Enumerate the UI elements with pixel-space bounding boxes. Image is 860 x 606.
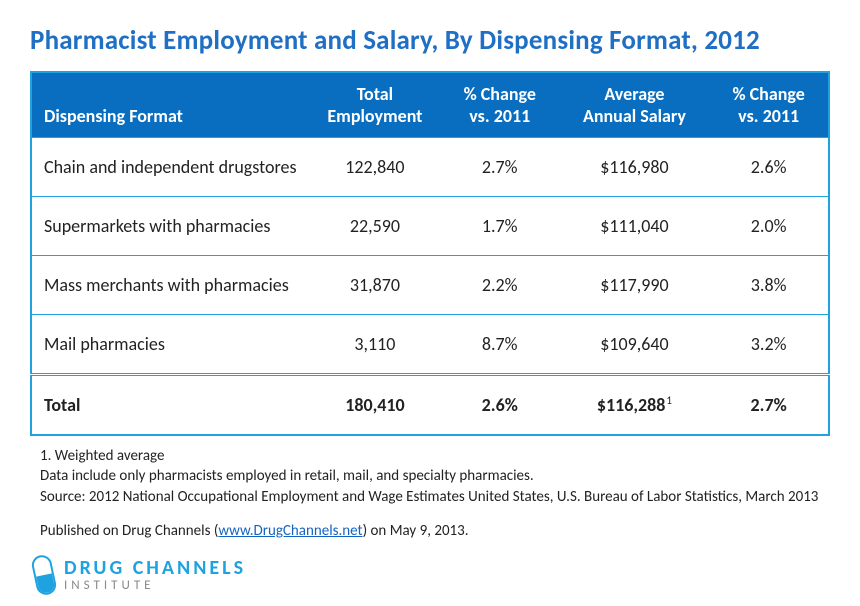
cell-format: Mass merchants with pharmacies	[31, 256, 310, 315]
cell-employment: 3,110	[310, 315, 440, 375]
cell-employment: 122,840	[310, 138, 440, 197]
cell-pct-emp: 8.7%	[440, 315, 560, 375]
brand-main: DRUG CHANNELS	[64, 558, 246, 579]
cell-format: Chain and independent drugstores	[31, 138, 310, 197]
cell-pct-sal: 2.7%	[709, 375, 829, 436]
cell-employment: 180,410	[310, 375, 440, 436]
brand-sub: INSTITUTE	[64, 579, 246, 593]
cell-format: Mail pharmacies	[31, 315, 310, 375]
cell-pct-emp: 2.6%	[440, 375, 560, 436]
table-row: Supermarkets with pharmacies 22,590 1.7%…	[31, 197, 829, 256]
table-row: Chain and independent drugstores 122,840…	[31, 138, 829, 197]
brand-logo: DRUG CHANNELS INSTITUTE	[30, 555, 830, 595]
footnote-source: Source: 2012 National Occupational Emplo…	[40, 487, 830, 507]
cell-pct-sal: 2.6%	[709, 138, 829, 197]
pill-icon	[30, 553, 58, 596]
cell-pct-emp: 2.7%	[440, 138, 560, 197]
cell-salary: $116,980	[560, 138, 710, 197]
table-total-row: Total 180,410 2.6% $116,2881 2.7%	[31, 375, 829, 436]
cell-format: Supermarkets with pharmacies	[31, 197, 310, 256]
footnote-published: Published on Drug Channels (www.DrugChan…	[40, 521, 830, 541]
col-header-salary: Average Annual Salary	[560, 72, 710, 138]
cell-pct-sal: 3.8%	[709, 256, 829, 315]
footnotes: 1. Weighted average Data include only ph…	[30, 446, 830, 541]
cell-salary: $117,990	[560, 256, 710, 315]
cell-pct-emp: 2.2%	[440, 256, 560, 315]
cell-salary: $111,040	[560, 197, 710, 256]
col-header-pct-sal: % Change vs. 2011	[709, 72, 829, 138]
footnote-marker: 1	[666, 394, 672, 407]
col-header-pct-emp: % Change vs. 2011	[440, 72, 560, 138]
footnote-2: Data include only pharmacists employed i…	[40, 466, 830, 486]
footnote-1: 1. Weighted average	[40, 446, 830, 466]
cell-salary: $109,640	[560, 315, 710, 375]
col-header-format: Dispensing Format	[31, 72, 310, 138]
cell-format: Total	[31, 375, 310, 436]
drug-channels-link[interactable]: www.DrugChannels.net	[218, 522, 362, 540]
table-row: Mail pharmacies 3,110 8.7% $109,640 3.2%	[31, 315, 829, 375]
cell-employment: 31,870	[310, 256, 440, 315]
table-row: Mass merchants with pharmacies 31,870 2.…	[31, 256, 829, 315]
table-header-row: Dispensing Format Total Employment % Cha…	[31, 72, 829, 138]
cell-employment: 22,590	[310, 197, 440, 256]
cell-pct-emp: 1.7%	[440, 197, 560, 256]
salary-table: Dispensing Format Total Employment % Cha…	[30, 71, 830, 436]
cell-pct-sal: 3.2%	[709, 315, 829, 375]
page-title: Pharmacist Employment and Salary, By Dis…	[30, 24, 830, 57]
cell-salary: $116,2881	[560, 375, 710, 436]
col-header-employment: Total Employment	[310, 72, 440, 138]
cell-pct-sal: 2.0%	[709, 197, 829, 256]
